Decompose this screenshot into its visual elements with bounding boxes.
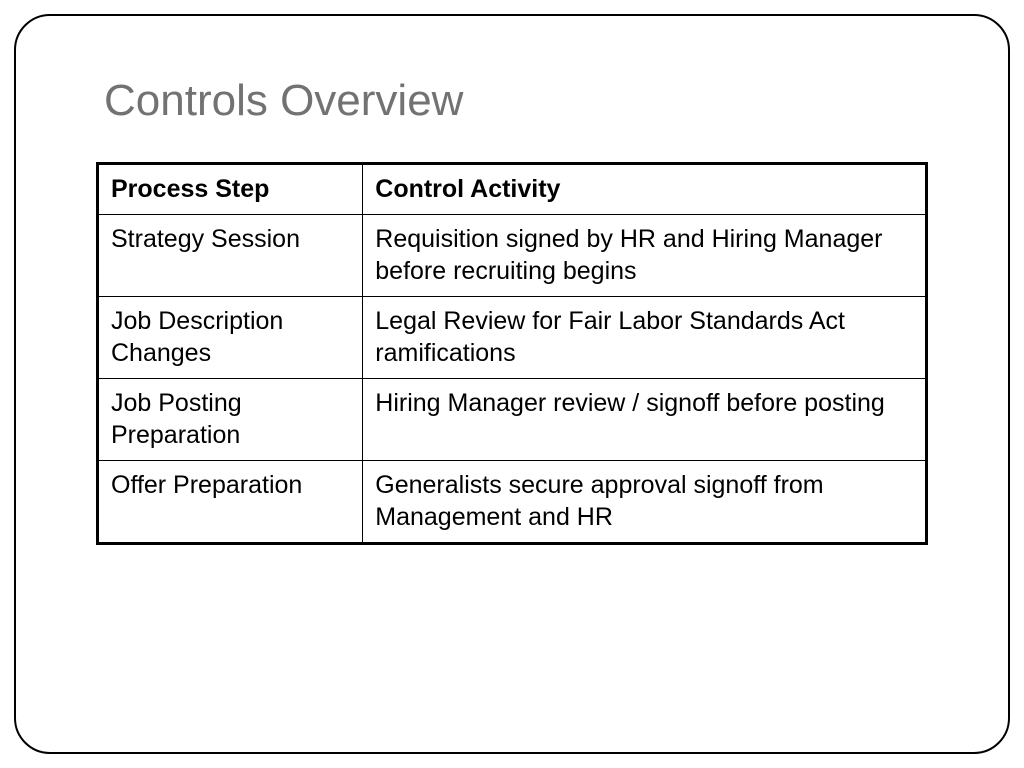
table-cell-activity: Legal Review for Fair Labor Standards Ac… bbox=[363, 296, 927, 378]
table-row: Strategy Session Requisition signed by H… bbox=[98, 214, 927, 296]
table-cell-activity: Generalists secure approval signoff from… bbox=[363, 460, 927, 543]
table-header-activity: Control Activity bbox=[363, 164, 927, 215]
table-header-step: Process Step bbox=[98, 164, 363, 215]
table-row: Job Posting Preparation Hiring Manager r… bbox=[98, 378, 927, 460]
table-cell-step: Offer Preparation bbox=[98, 460, 363, 543]
table-row: Job Description Changes Legal Review for… bbox=[98, 296, 927, 378]
table-cell-step: Job Description Changes bbox=[98, 296, 363, 378]
table-cell-step: Job Posting Preparation bbox=[98, 378, 363, 460]
table-cell-activity: Requisition signed by HR and Hiring Mana… bbox=[363, 214, 927, 296]
table-header-row: Process Step Control Activity bbox=[98, 164, 927, 215]
table-cell-step: Strategy Session bbox=[98, 214, 363, 296]
controls-table: Process Step Control Activity Strategy S… bbox=[96, 162, 928, 545]
table-row: Offer Preparation Generalists secure app… bbox=[98, 460, 927, 543]
slide-frame: Controls Overview Process Step Control A… bbox=[14, 14, 1010, 754]
table-cell-activity: Hiring Manager review / signoff before p… bbox=[363, 378, 927, 460]
slide-title: Controls Overview bbox=[104, 76, 928, 126]
